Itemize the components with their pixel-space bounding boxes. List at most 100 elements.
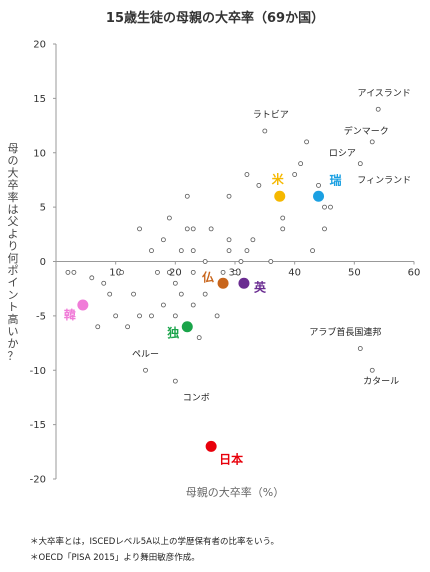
data-point: [137, 313, 142, 319]
y-axis-label-char: は: [8, 203, 19, 216]
y-axis-label-char: 高: [8, 312, 19, 326]
data-point: [375, 106, 381, 112]
data-point: [292, 172, 298, 177]
data-point: [131, 291, 136, 297]
chart-title: 15歳生徒の母親の大卒率（69か国）: [106, 10, 324, 26]
data-point: [89, 275, 95, 281]
country-annotation: フィンランド: [357, 175, 411, 186]
data-point: [238, 259, 244, 264]
data-point: [184, 193, 190, 199]
data-point: [202, 291, 208, 297]
data-point: [369, 367, 375, 373]
y-tick-label: 5: [40, 203, 46, 214]
y-tick-label: 20: [33, 40, 46, 51]
data-point: [160, 237, 166, 243]
y-axis-label-char: 大: [8, 165, 19, 179]
y-tick-label: -20: [30, 475, 46, 486]
country-annotation: ペルー: [132, 350, 159, 360]
y-axis-label-char: ト: [8, 301, 19, 314]
data-point: [322, 204, 327, 210]
y-axis-label-char: の: [8, 154, 19, 167]
data-point: [202, 259, 208, 264]
data-point: [357, 161, 363, 167]
highlight-point: [77, 299, 89, 311]
country-annotation: デンマーク: [344, 125, 389, 137]
highlight-label: 英: [254, 279, 267, 294]
y-tick-label: 10: [33, 148, 46, 159]
highlight-label: 瑞: [330, 172, 342, 187]
data-point: [208, 226, 214, 232]
country-annotation: ロシア: [329, 149, 356, 159]
highlight-point: [313, 190, 325, 202]
data-point: [113, 313, 119, 319]
data-point: [137, 226, 142, 232]
x-tick-label: 20: [169, 268, 182, 279]
x-tick-labels: 102030405060: [109, 261, 421, 279]
x-tick-label: 60: [408, 268, 421, 279]
country-annotation: コンボ: [183, 392, 210, 403]
data-point: [119, 269, 125, 275]
data-point: [322, 226, 327, 232]
country-annotation: ラトビア: [253, 110, 289, 121]
y-axis-label-char: ポ: [8, 264, 19, 277]
data-point: [226, 248, 232, 254]
footnote-source: ＊OECD「PISA 2015」より舞田敏彦作成。: [30, 552, 200, 563]
highlight-point: [238, 277, 250, 289]
data-point: [95, 324, 101, 330]
y-axis-label-char: 卒: [8, 178, 19, 192]
x-tick-label: 10: [109, 268, 122, 279]
data-point: [328, 204, 333, 210]
country-annotation: アラブ首長国連邦: [309, 326, 381, 338]
data-point: [280, 215, 286, 221]
data-point: [190, 302, 196, 308]
y-axis-label-char: い: [8, 325, 19, 338]
y-axis-label-char: 父: [8, 215, 19, 228]
data-point: [310, 248, 315, 254]
data-point: [250, 237, 256, 243]
data-point: [262, 128, 268, 134]
y-axis-label-char: よ: [8, 227, 19, 240]
data-point: [149, 248, 154, 254]
y-axis-label-char: 何: [8, 252, 19, 265]
data-point: [178, 248, 184, 254]
data-point: [160, 302, 166, 308]
y-axis-label-char: ？: [8, 349, 19, 362]
data-point: [71, 269, 77, 275]
data-point: [280, 226, 286, 232]
data-point: [65, 269, 71, 275]
x-tick-label: 50: [348, 268, 361, 279]
y-tick-label: -5: [36, 311, 46, 322]
data-point: [101, 280, 107, 286]
data-point: [190, 226, 196, 232]
data-point: [256, 182, 262, 188]
highlight-point: [181, 321, 193, 333]
data-point: [268, 259, 274, 264]
y-axis-label-char: り: [8, 240, 19, 253]
data-point: [172, 378, 178, 384]
data-point: [226, 193, 232, 199]
data-point: [166, 269, 172, 275]
data-point: [125, 324, 130, 330]
y-tick-label: 15: [33, 94, 46, 105]
data-point: [107, 291, 113, 297]
highlight-label: 独: [166, 325, 179, 340]
highlight-label: 日本: [219, 451, 243, 466]
highlight-point: [274, 190, 286, 202]
y-tick-label: 0: [40, 257, 46, 268]
y-axis-label-char: 母: [8, 142, 19, 155]
data-point: [190, 248, 196, 254]
highlight-label: 韓: [64, 307, 76, 322]
data-point: [184, 226, 190, 232]
data-point: [226, 237, 232, 243]
data-point: [178, 291, 184, 297]
footnote-definition: ＊大卒率とは，ISCEDレベル5A以上の学歴保有者の比率をいう。: [30, 536, 279, 547]
y-axis-label-char: 率: [8, 190, 19, 204]
country-annotation: カタール: [363, 376, 399, 387]
data-point: [172, 313, 178, 319]
y-tick-labels: -20 -15 -10 -5 0 5 10 15 20: [30, 40, 56, 486]
data-point: [220, 269, 226, 275]
